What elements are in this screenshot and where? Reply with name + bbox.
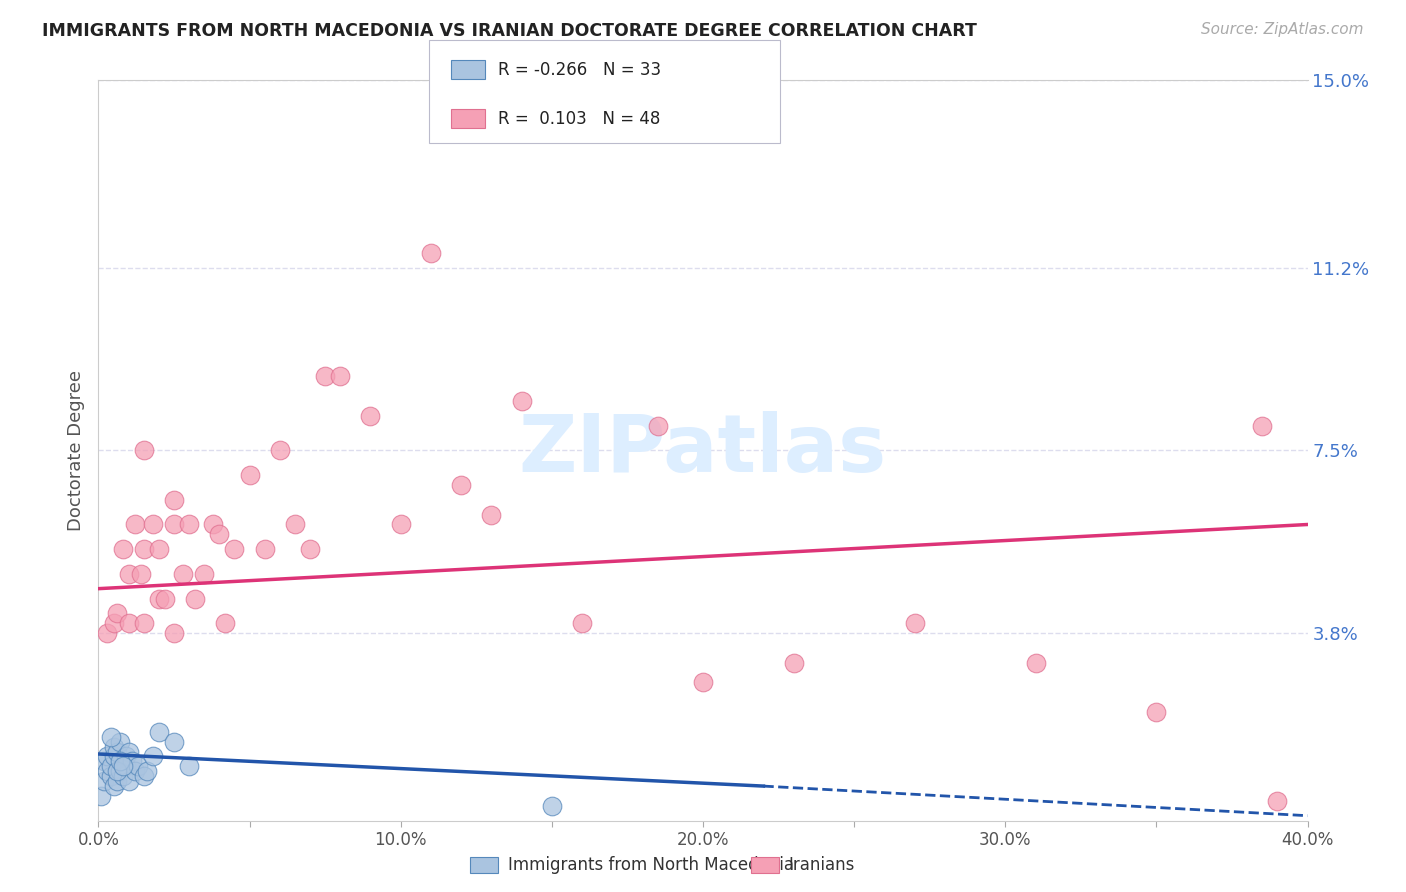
Point xyxy=(163,626,186,640)
Point xyxy=(132,616,155,631)
Point xyxy=(127,759,149,773)
Point xyxy=(108,734,131,748)
Point xyxy=(239,468,262,483)
Point xyxy=(100,730,122,744)
Point xyxy=(299,542,322,557)
Point xyxy=(450,478,472,492)
Point xyxy=(108,764,131,779)
Point xyxy=(135,764,157,779)
Point xyxy=(1267,794,1289,808)
Point xyxy=(193,566,215,581)
Point xyxy=(96,749,118,764)
Point xyxy=(93,755,115,769)
Point xyxy=(269,443,291,458)
Point xyxy=(93,774,115,789)
Point xyxy=(202,517,225,532)
Point xyxy=(314,369,336,384)
Point xyxy=(360,409,382,423)
Point xyxy=(129,566,152,581)
Point xyxy=(118,616,141,631)
Point xyxy=(692,675,714,690)
Point xyxy=(90,789,112,803)
Point xyxy=(172,566,194,581)
Point xyxy=(214,616,236,631)
Y-axis label: Doctorate Degree: Doctorate Degree xyxy=(66,370,84,531)
Point xyxy=(153,591,176,606)
Point xyxy=(389,517,412,532)
Point xyxy=(105,745,128,759)
Point xyxy=(783,656,806,670)
Point xyxy=(111,542,134,557)
Text: R =  0.103   N = 48: R = 0.103 N = 48 xyxy=(498,110,659,128)
Point xyxy=(179,517,201,532)
Point xyxy=(100,769,122,783)
Point xyxy=(132,443,155,458)
Point xyxy=(284,517,307,532)
Text: Source: ZipAtlas.com: Source: ZipAtlas.com xyxy=(1201,22,1364,37)
Point xyxy=(184,591,207,606)
Point xyxy=(224,542,246,557)
Point xyxy=(114,749,136,764)
Text: Immigrants from North Macedonia: Immigrants from North Macedonia xyxy=(508,856,793,874)
Point xyxy=(103,739,125,754)
Text: ZIPatlas: ZIPatlas xyxy=(519,411,887,490)
Point xyxy=(163,492,186,507)
Point xyxy=(148,591,170,606)
Point xyxy=(132,769,155,783)
Point xyxy=(114,759,136,773)
Point xyxy=(142,517,165,532)
Point xyxy=(253,542,276,557)
Point xyxy=(100,759,122,773)
Point xyxy=(118,566,141,581)
Point xyxy=(208,527,231,541)
Text: R = -0.266   N = 33: R = -0.266 N = 33 xyxy=(498,61,661,78)
Text: IMMIGRANTS FROM NORTH MACEDONIA VS IRANIAN DOCTORATE DEGREE CORRELATION CHART: IMMIGRANTS FROM NORTH MACEDONIA VS IRANI… xyxy=(42,22,977,40)
Point xyxy=(121,755,143,769)
Point xyxy=(163,517,186,532)
Text: Iranians: Iranians xyxy=(789,856,855,874)
Point xyxy=(1144,705,1167,719)
Point xyxy=(105,607,128,621)
Point xyxy=(108,755,131,769)
Point xyxy=(148,724,170,739)
Point xyxy=(647,418,669,433)
Point xyxy=(420,246,443,260)
Point xyxy=(163,734,186,748)
Point xyxy=(904,616,927,631)
Point xyxy=(96,764,118,779)
Point xyxy=(111,769,134,783)
Point xyxy=(142,749,165,764)
Point xyxy=(571,616,593,631)
Point xyxy=(124,764,146,779)
Point xyxy=(111,759,134,773)
Point xyxy=(540,798,562,813)
Point xyxy=(103,749,125,764)
Point xyxy=(1024,656,1046,670)
Point xyxy=(118,774,141,789)
Point xyxy=(510,394,533,409)
Point xyxy=(105,764,128,779)
Point xyxy=(96,626,118,640)
Point xyxy=(179,759,201,773)
Point xyxy=(481,508,503,522)
Point xyxy=(329,369,352,384)
Point xyxy=(148,542,170,557)
Point xyxy=(1251,418,1274,433)
Point xyxy=(103,616,125,631)
Point xyxy=(105,774,128,789)
Point xyxy=(103,779,125,793)
Point xyxy=(118,745,141,759)
Point xyxy=(132,542,155,557)
Point xyxy=(124,517,146,532)
